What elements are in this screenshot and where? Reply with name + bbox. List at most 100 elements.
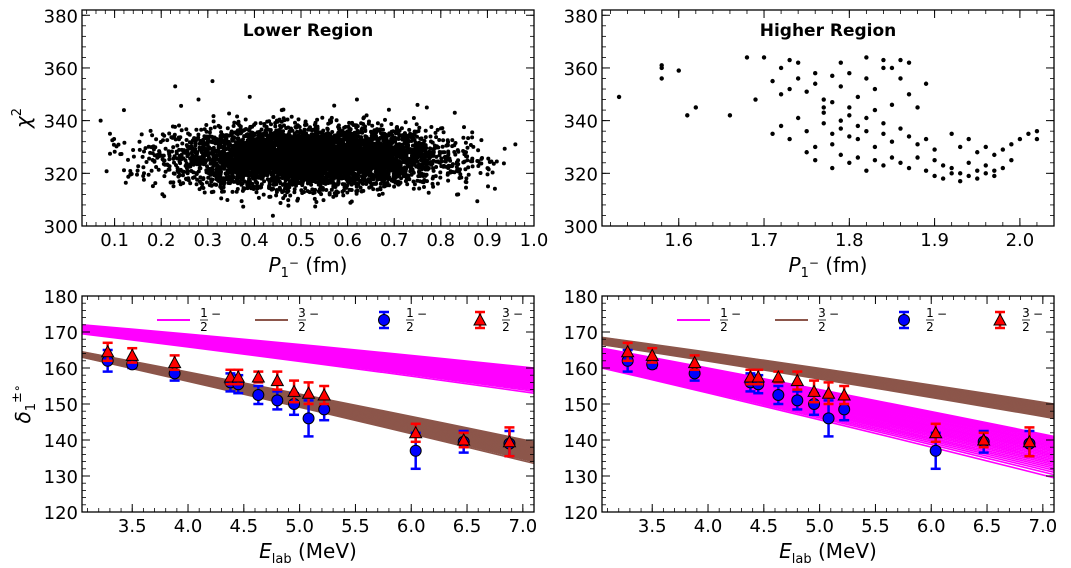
scatter-point (442, 150, 447, 155)
scatter-point (395, 146, 400, 151)
scatter-point (206, 155, 211, 160)
scatter-point (193, 143, 198, 148)
scatter-point (416, 174, 421, 179)
scatter-point (243, 127, 247, 132)
scatter-point (271, 143, 276, 148)
scatter-point (475, 199, 480, 204)
scatter-point (277, 185, 282, 190)
scatter-point (212, 125, 217, 130)
scatter-point (492, 186, 497, 191)
scatter-point (123, 180, 128, 185)
scatter-point (378, 153, 383, 158)
scatter-point (239, 182, 244, 187)
scatter-point (214, 156, 219, 161)
scatter-point (237, 139, 242, 144)
scatter-point (290, 177, 295, 182)
scatter-point (327, 120, 332, 125)
scatter-point (356, 175, 360, 180)
scatter-point (345, 190, 350, 195)
scatter-point (375, 187, 380, 192)
scatter-point (359, 189, 364, 194)
scatter-point (374, 181, 378, 186)
scatter-point (359, 121, 364, 126)
scatter-point (266, 153, 270, 158)
scatter-point (209, 177, 213, 182)
scatter-point (383, 117, 387, 122)
scatter-point (479, 138, 484, 143)
scatter-point (341, 193, 346, 198)
scatter-point (466, 165, 471, 170)
scatter-point (224, 160, 229, 165)
scatter-point (417, 125, 422, 130)
scatter-point (464, 180, 469, 185)
scatter-point (313, 187, 318, 192)
scatter-point (486, 166, 490, 171)
scatter-point (153, 181, 158, 186)
scatter-point (370, 165, 374, 170)
scatter-point (204, 147, 209, 152)
scatter-point (184, 138, 189, 142)
scatter-point (187, 164, 192, 169)
scatter-point (228, 181, 232, 186)
scatter-point (434, 154, 439, 159)
scatter-point (188, 144, 193, 149)
scatter-point (177, 179, 182, 184)
scatter-point (330, 130, 335, 134)
scatter-point (265, 119, 270, 124)
scatter-point (305, 189, 310, 194)
scatter-point (184, 127, 189, 132)
scatter-point (205, 142, 210, 147)
scatter-point (344, 159, 348, 164)
scatter-point (194, 172, 199, 176)
scatter-point (446, 152, 451, 157)
scatter-point (162, 174, 167, 179)
scatter-point (369, 129, 373, 134)
scatter-point (259, 185, 264, 190)
scatter-point (435, 127, 440, 132)
scatter-point (195, 177, 200, 182)
scatter-point (231, 124, 236, 128)
scatter-point (394, 125, 399, 130)
scatter-point (204, 180, 209, 185)
scatter-point (368, 180, 373, 185)
scatter-point (299, 139, 304, 144)
scatter-point (243, 117, 248, 122)
scatter-point (211, 154, 216, 159)
scatter-point (463, 167, 468, 172)
scatter-point (380, 132, 385, 136)
scatter-point (209, 166, 214, 171)
scatter-point (202, 127, 207, 132)
scatter-point (211, 159, 216, 164)
scatter-point (163, 169, 168, 174)
scatter-point (486, 156, 491, 161)
plot-area (98, 79, 518, 218)
scatter-point (430, 176, 435, 181)
scatter-point (230, 175, 235, 180)
scatter-point (148, 128, 153, 133)
scatter-point (282, 118, 287, 123)
scatter-point (421, 141, 426, 145)
scatter-point (403, 172, 408, 177)
scatter-point (192, 136, 197, 141)
scatter-point (303, 186, 308, 191)
scatter-point (325, 177, 330, 182)
scatter-point (282, 140, 287, 145)
scatter-point (242, 186, 247, 191)
scatter-point (477, 161, 482, 166)
scatter-point (167, 131, 172, 136)
scatter-point (204, 123, 209, 127)
scatter-point (253, 121, 258, 126)
scatter-point (126, 157, 130, 162)
scatter-point (409, 172, 414, 177)
scatter-point (387, 133, 392, 138)
scatter-point (407, 127, 412, 132)
scatter-point (194, 127, 199, 132)
scatter-point (213, 138, 218, 142)
scatter-point (160, 157, 165, 162)
scatter-point (355, 124, 360, 129)
scatter-point (445, 172, 450, 177)
scatter-point (354, 191, 359, 196)
scatter-point (286, 203, 291, 208)
scatter-point (329, 187, 334, 192)
scatter-point (486, 184, 490, 189)
